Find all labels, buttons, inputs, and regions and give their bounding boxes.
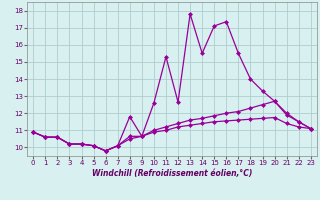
X-axis label: Windchill (Refroidissement éolien,°C): Windchill (Refroidissement éolien,°C) — [92, 169, 252, 178]
